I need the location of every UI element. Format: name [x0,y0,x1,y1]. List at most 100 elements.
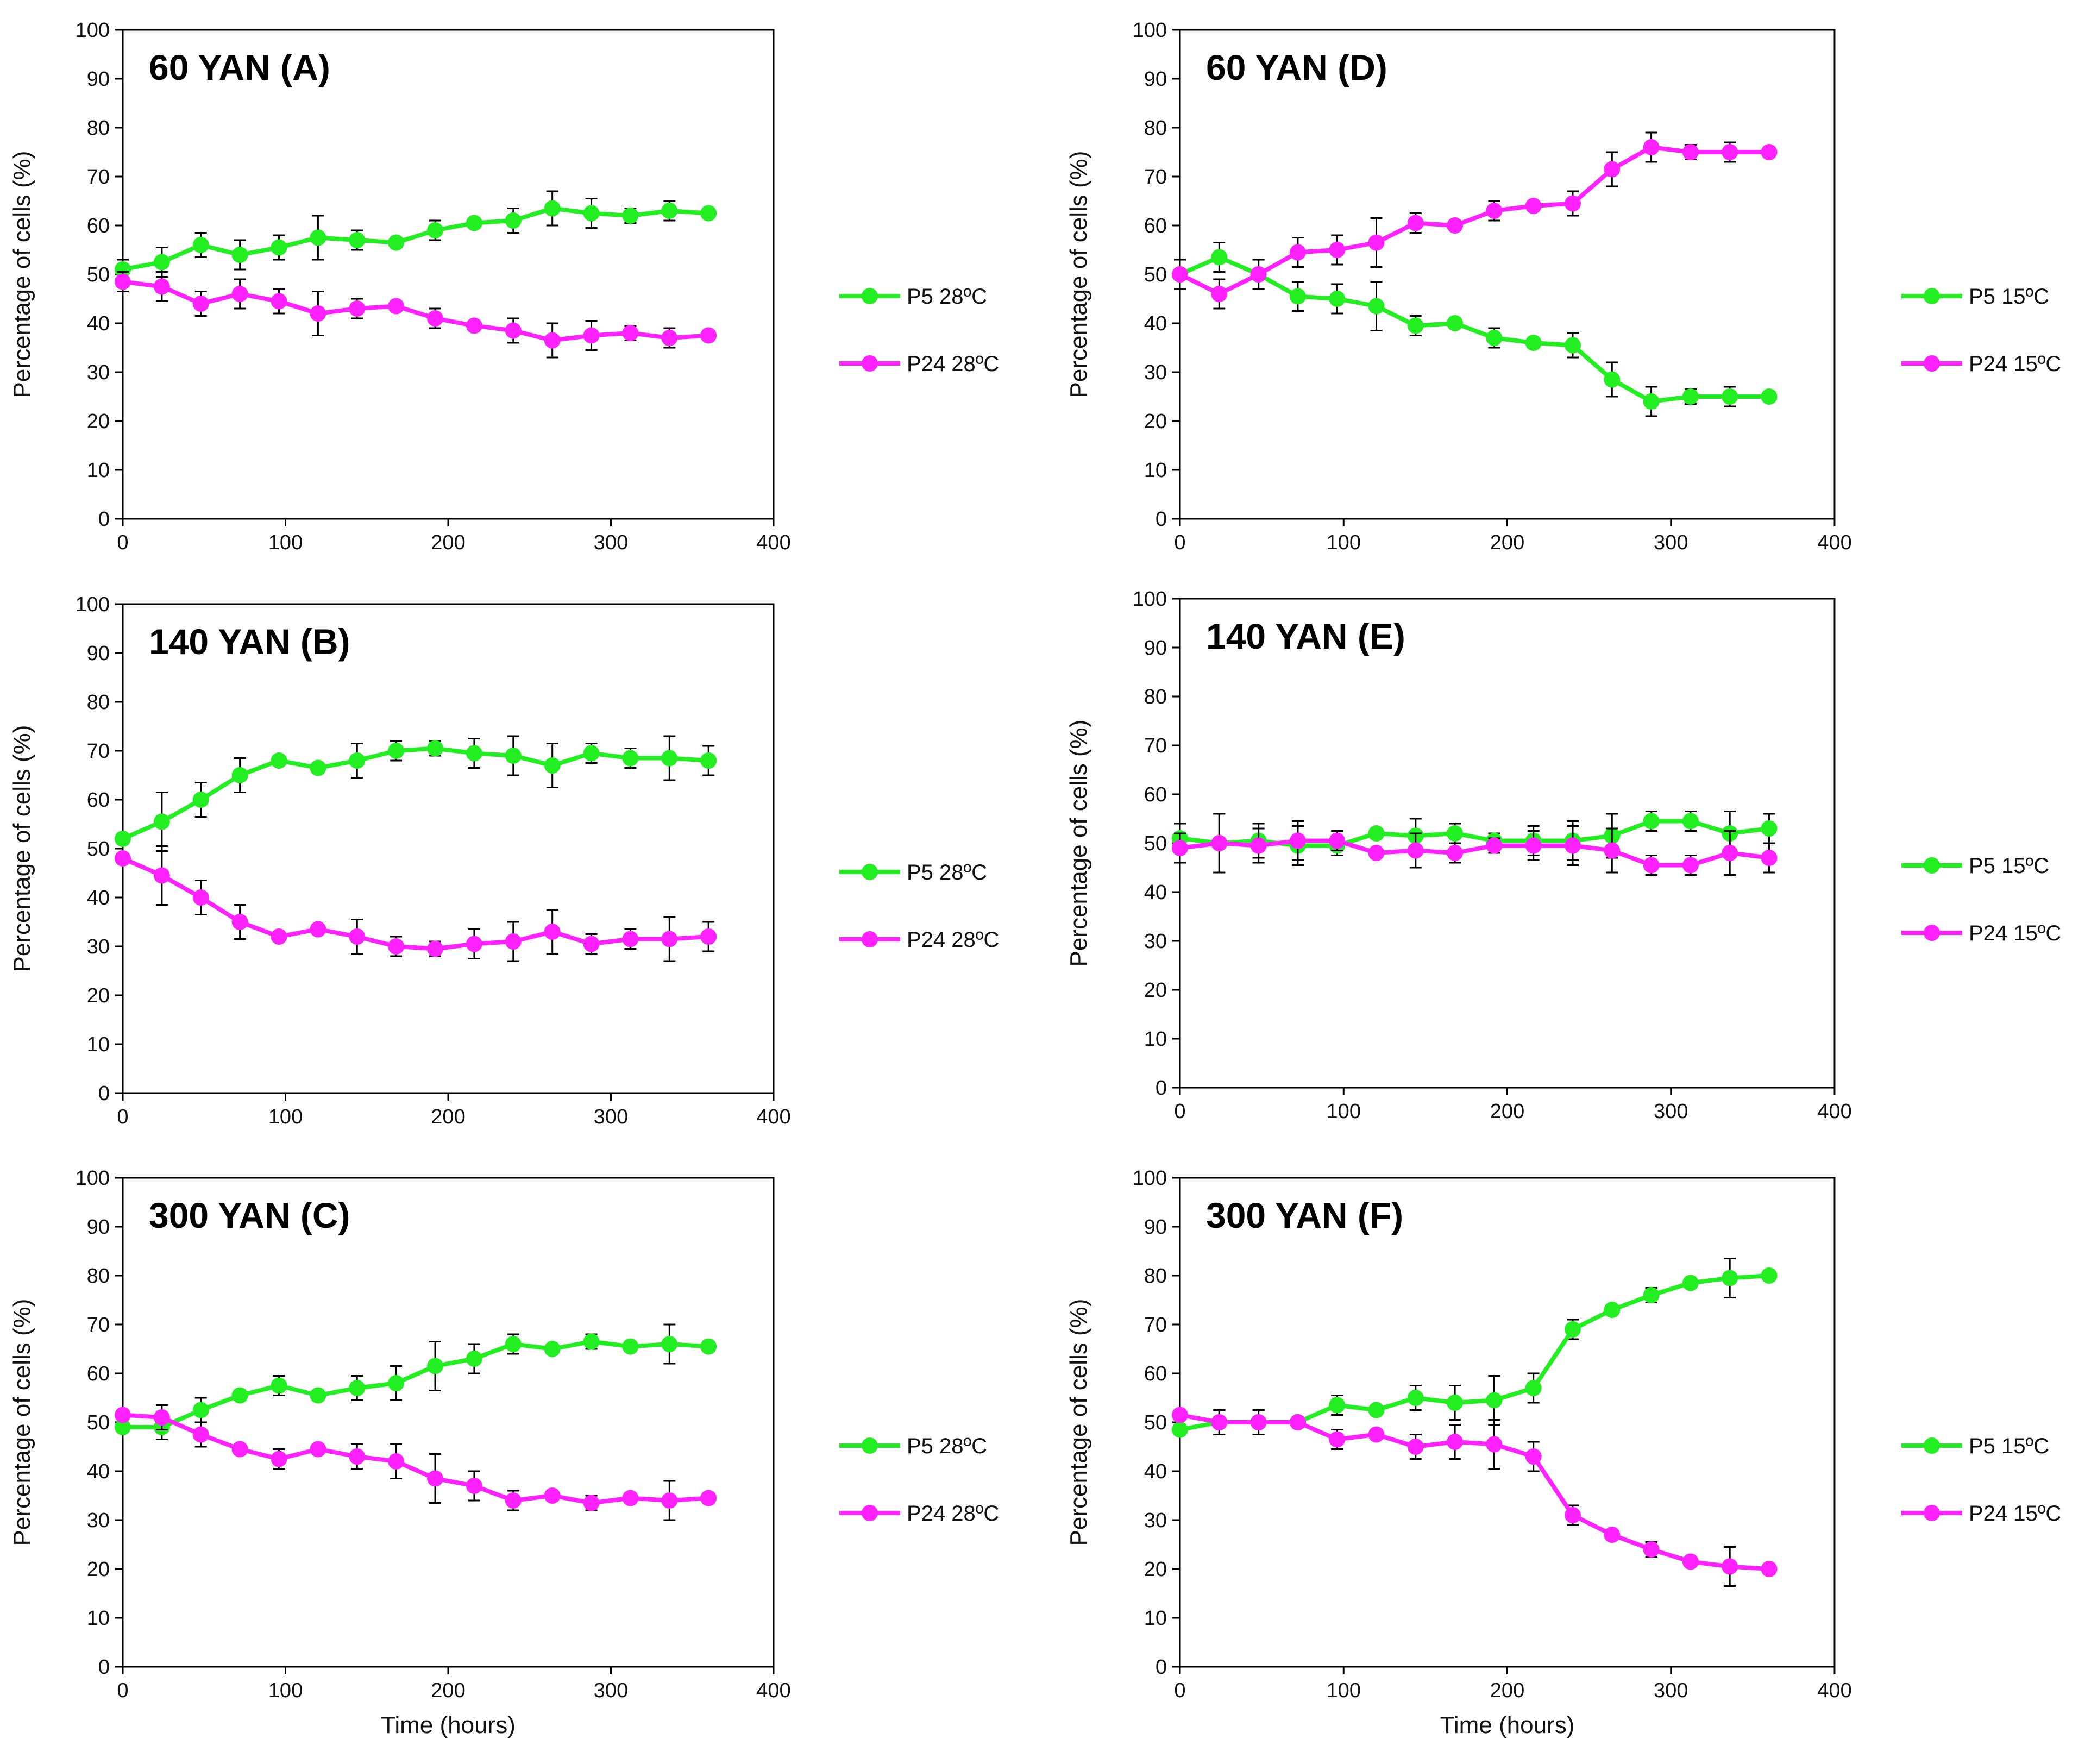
panel-title: 300 YAN (C) [149,1195,350,1235]
y-tick-label: 40 [87,887,110,909]
y-tick-label: 20 [87,410,110,433]
y-axis-title: Percentage of cells (%) [9,151,35,398]
y-tick-label: 0 [1156,1077,1167,1100]
data-point [1565,337,1581,354]
data-point [1447,1395,1464,1411]
legend-entry: P24 15ºC [1901,1502,2061,1526]
series-line [123,1339,709,1429]
y-axis-title: Percentage of cells (%) [9,1299,35,1546]
data-point [310,305,326,322]
x-tick-label: 400 [756,1679,790,1702]
data-point [1643,139,1660,155]
legend-entry: P5 15ºC [1901,285,2049,309]
data-point [271,1377,287,1394]
data-point [231,286,248,302]
legend-entry: P5 28ºC [839,1434,987,1458]
y-tick-label: 100 [76,1167,110,1190]
y-tick-label: 10 [1144,459,1167,482]
y-tick-label: 0 [98,1656,110,1679]
chart-panel-3: 0 10 20 30 40 50 60 70 80 90 100 0 100 200 300 400 Perce… [1065,19,2061,554]
data-point [1329,1431,1346,1448]
legend-swatch-marker [862,931,878,947]
y-tick-label: 0 [98,1082,110,1105]
data-point [1486,330,1503,346]
y-tick-label: 70 [1144,735,1167,757]
data-point [427,222,444,238]
data-point [1172,1421,1188,1438]
data-point [388,1375,405,1391]
y-tick-label: 10 [87,459,110,482]
y-tick-label: 10 [87,1033,110,1056]
data-point [505,1336,522,1352]
data-point [1722,1270,1738,1286]
legend-label: P24 28ºC [907,928,999,952]
data-point [1722,144,1738,160]
series-1 [1172,131,1778,310]
legend-swatch-marker [1924,925,1940,941]
data-point [622,1338,639,1355]
data-point [115,261,131,278]
x-axis-title: Time (hours) [381,1712,516,1738]
data-point [192,792,209,808]
x-tick-label: 300 [1654,531,1688,554]
panel-title: 140 YAN (B) [149,622,350,662]
y-tick-label: 40 [1144,1460,1167,1483]
legend-swatch-marker [1924,1437,1940,1454]
data-point [271,293,287,310]
x-tick-label: 200 [431,1679,465,1702]
data-point [1525,1380,1542,1396]
data-point [1368,234,1385,251]
y-tick-label: 70 [87,740,110,763]
data-point [1447,217,1464,234]
legend-swatch-marker [1924,355,1940,372]
panel-title: 60 YAN (A) [149,47,330,87]
data-point [1604,1302,1621,1318]
y-axis-title: Percentage of cells (%) [1065,1299,1092,1546]
data-point [622,325,639,341]
data-point [700,928,717,945]
data-point [1407,1439,1424,1455]
y-tick-label: 50 [87,1411,110,1434]
x-tick-label: 400 [1817,1679,1851,1702]
x-tick-label: 0 [1174,531,1185,554]
series-line [1179,1273,1769,1432]
y-tick-label: 80 [87,691,110,714]
y-tick-label: 50 [87,263,110,286]
data-point [349,1448,366,1465]
y-tick-label: 20 [87,1558,110,1581]
data-point [1368,825,1385,842]
series-line [122,1413,709,1505]
plot-area-frame [122,1177,775,1668]
data-point [583,205,600,222]
x-tick-label: 200 [1490,1100,1524,1123]
data-point [427,310,444,327]
plot-area-frame [122,603,775,1094]
data-point [231,1387,248,1404]
series-1 [115,1404,717,1521]
y-tick-label: 50 [1144,1411,1167,1434]
y-tick-label: 40 [1144,312,1167,335]
legend-swatch-marker [862,1505,878,1521]
data-point [427,1470,444,1487]
x-tick-label: 300 [594,1106,628,1128]
data-point [700,205,717,222]
y-tick-label: 80 [1144,686,1167,708]
y-tick-label: 90 [87,68,110,91]
y-tick-label: 90 [87,642,110,665]
data-point [1211,1414,1228,1430]
series-line [1179,838,1769,868]
data-point [1604,842,1621,859]
data-point [153,254,170,271]
chart-panel-2: 0 10 20 30 40 50 60 70 80 90 100 0 100 200 300 400 Perce… [9,1167,999,1738]
series-line [122,856,709,951]
data-point [466,1351,482,1367]
y-tick-label: 80 [87,1265,110,1288]
y-tick-label: 30 [87,936,110,958]
legend-entry: P24 28ºC [839,1502,999,1526]
series-0 [115,735,717,852]
data-point [661,1336,678,1352]
legend-label: P24 28ºC [907,352,999,376]
data-point [1761,388,1778,405]
data-point [1722,388,1738,405]
data-point [1643,813,1660,830]
